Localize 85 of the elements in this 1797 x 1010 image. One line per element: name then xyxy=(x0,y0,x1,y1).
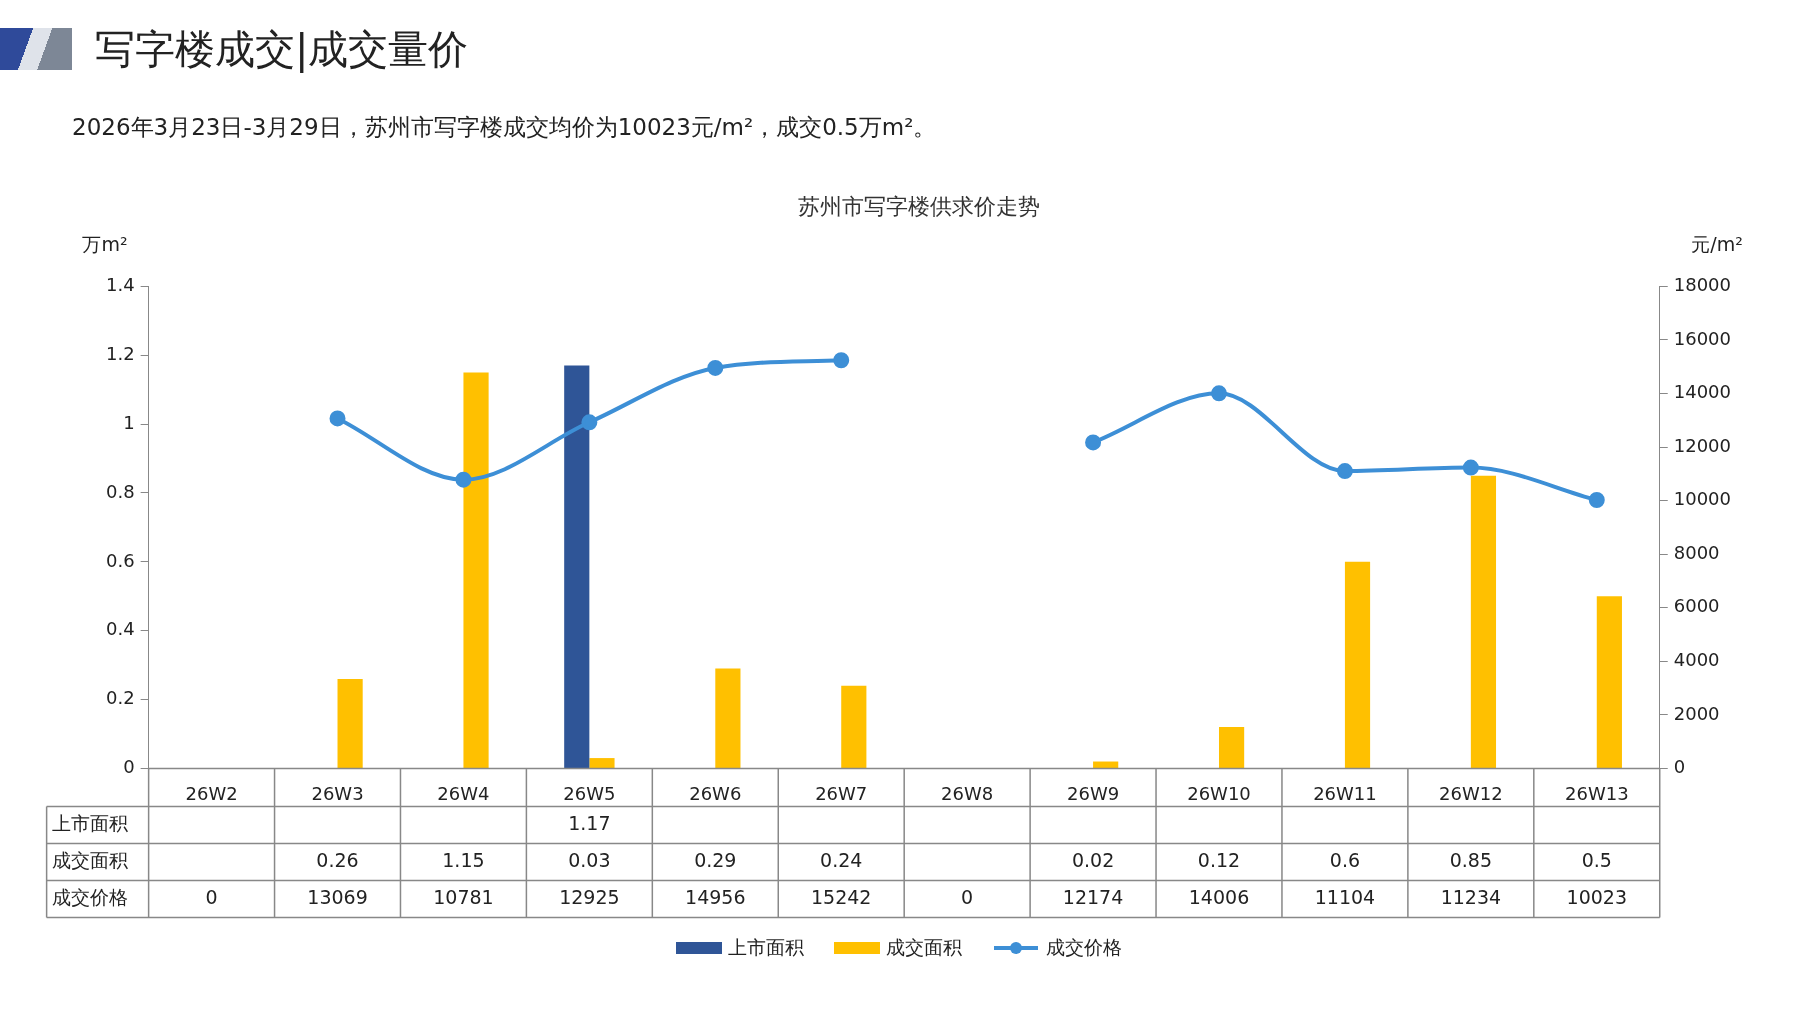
data-label: 0.6 xyxy=(1329,848,1361,871)
legend-label: 上市面积 xyxy=(727,935,804,960)
point xyxy=(1588,492,1605,509)
y-tick-label: 1 xyxy=(123,411,135,433)
data-label: 12925 xyxy=(559,885,620,908)
data-label: 13069 xyxy=(307,885,368,908)
bar xyxy=(841,685,867,768)
y-tick-label: 1.2 xyxy=(105,342,135,364)
bar xyxy=(1093,761,1119,768)
y-tick-label: 0.4 xyxy=(105,618,135,640)
data-label: 15242 xyxy=(810,885,872,908)
point xyxy=(1211,385,1227,402)
y-tick-label: 0.2 xyxy=(105,687,135,709)
data-label: 14006 xyxy=(1188,885,1250,908)
data-label: 0.03 xyxy=(568,848,611,871)
data-label: 0.12 xyxy=(1197,848,1241,871)
y2-axis-title: 元/m² xyxy=(1691,233,1743,256)
data-label: 0.29 xyxy=(694,848,737,871)
bar xyxy=(1219,727,1245,768)
y-tick-label: 0.8 xyxy=(105,480,135,502)
bar xyxy=(715,668,741,768)
text: 0 xyxy=(205,885,218,908)
y2-tick-label: 0 xyxy=(1673,756,1686,778)
y2-tick-label: 14000 xyxy=(1673,381,1731,403)
point xyxy=(1085,434,1102,451)
point xyxy=(707,359,724,376)
y-tick-label: 0.6 xyxy=(105,549,135,571)
y2-tick-label: 12000 xyxy=(1673,434,1731,456)
y-axis-title: 万m² xyxy=(82,233,128,256)
x-tick-label: 26W5 xyxy=(563,782,616,804)
data-label: 10023 xyxy=(1566,885,1627,908)
text: 写字楼成交|成交量价 xyxy=(95,25,469,75)
data-label: 12174 xyxy=(1062,885,1124,908)
x-tick-label: 26W4 xyxy=(437,782,490,804)
bar xyxy=(463,372,489,768)
bar xyxy=(1470,475,1497,768)
x-tick-label: 26W9 xyxy=(1066,782,1120,804)
point xyxy=(455,471,472,488)
point xyxy=(1462,459,1479,476)
x-tick-label: 26W6 xyxy=(689,782,742,804)
data-label: 0.02 xyxy=(1071,848,1115,871)
chart-title: 苏州市写字楼供求价走势 xyxy=(797,193,1040,219)
y-tick-label: 0 xyxy=(123,756,135,778)
y2-tick-label: 16000 xyxy=(1673,327,1731,349)
legend-label: 成交面积 xyxy=(885,935,962,960)
x-tick-label: 26W12 xyxy=(1439,782,1503,804)
point xyxy=(581,414,598,431)
bar xyxy=(337,678,363,768)
x-tick-label: 26W8 xyxy=(941,782,994,804)
y2-tick-label: 8000 xyxy=(1673,541,1720,563)
data-label: 10781 xyxy=(433,885,494,908)
x-tick-label: 26W13 xyxy=(1564,782,1629,804)
data-label: 1.15 xyxy=(442,848,485,871)
x-tick-label: 26W11 xyxy=(1313,782,1377,804)
data-label: 14956 xyxy=(685,885,746,908)
point xyxy=(329,410,346,427)
x-tick-label: 26W3 xyxy=(311,782,364,804)
text: 成交价格 xyxy=(51,885,128,908)
data-label: 0.26 xyxy=(316,848,359,871)
y2-tick-label: 18000 xyxy=(1673,274,1731,296)
bar xyxy=(589,758,615,768)
data-label: 11234 xyxy=(1440,885,1502,908)
point xyxy=(833,352,850,369)
bar xyxy=(1596,596,1622,768)
bar xyxy=(1344,561,1371,768)
data-label: 0.5 xyxy=(1581,848,1612,871)
y-tick-label: 1.4 xyxy=(105,274,135,296)
y2-tick-label: 4000 xyxy=(1673,648,1720,670)
x-tick-label: 26W7 xyxy=(815,782,868,804)
x-tick-label: 26W2 xyxy=(185,782,238,804)
y2-tick-label: 6000 xyxy=(1673,595,1720,617)
text: 上市面积 xyxy=(51,811,128,834)
data-label: 0.85 xyxy=(1449,848,1493,871)
y2-tick-label: 10000 xyxy=(1673,488,1731,510)
data-label: 0.24 xyxy=(820,848,863,871)
legend-label: 成交价格 xyxy=(1045,935,1122,960)
data-label: 1.17 xyxy=(568,811,611,834)
chart-subtitle: 2026年3月23日-3月29日，苏州市写字楼成交均价为10023元/m²，成交0.5万m²。 xyxy=(72,113,937,142)
y2-tick-label: 2000 xyxy=(1673,702,1720,724)
x-tick-label: 26W10 xyxy=(1187,782,1251,804)
point xyxy=(1336,463,1353,480)
text: 0 xyxy=(961,885,974,908)
text: 成交面积 xyxy=(51,848,128,871)
bar xyxy=(564,365,590,768)
data-label: 11104 xyxy=(1314,885,1376,908)
